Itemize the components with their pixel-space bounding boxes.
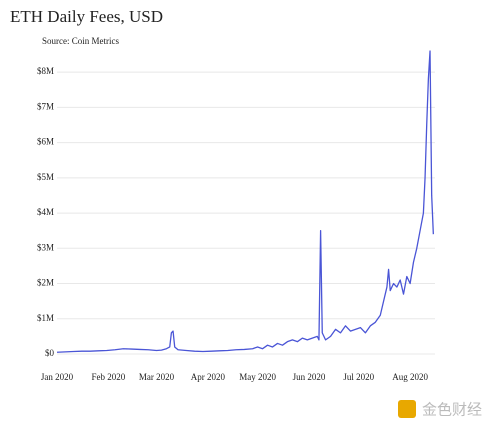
x-tick-label: Jul 2020 <box>343 372 374 382</box>
x-tick-label: May 2020 <box>239 372 276 382</box>
chart-title: ETH Daily Fees, USD <box>10 7 163 26</box>
watermark: 金色财经 <box>422 401 482 419</box>
y-tick-label: $5M <box>37 172 54 182</box>
x-tick-label: Jun 2020 <box>293 372 326 382</box>
y-tick-label: $0 <box>45 348 55 358</box>
y-tick-label: $4M <box>37 207 54 217</box>
x-tick-label: Aug 2020 <box>392 372 428 382</box>
x-tick-label: Mar 2020 <box>139 372 175 382</box>
y-tick-label: $2M <box>37 278 54 288</box>
x-tick-label: Apr 2020 <box>191 372 226 382</box>
y-tick-label: $3M <box>37 242 54 252</box>
y-tick-label: $7M <box>37 101 54 111</box>
data-line <box>56 50 434 353</box>
x-tick-label: Jan 2020 <box>41 372 74 382</box>
x-tick-label: Feb 2020 <box>92 372 126 382</box>
watermark-icon <box>398 400 416 418</box>
chart-subtitle: Source: Coin Metrics <box>42 36 119 46</box>
y-tick-label: $1M <box>37 313 54 323</box>
y-tick-label: $6M <box>37 137 54 147</box>
y-tick-label: $8M <box>37 66 54 76</box>
